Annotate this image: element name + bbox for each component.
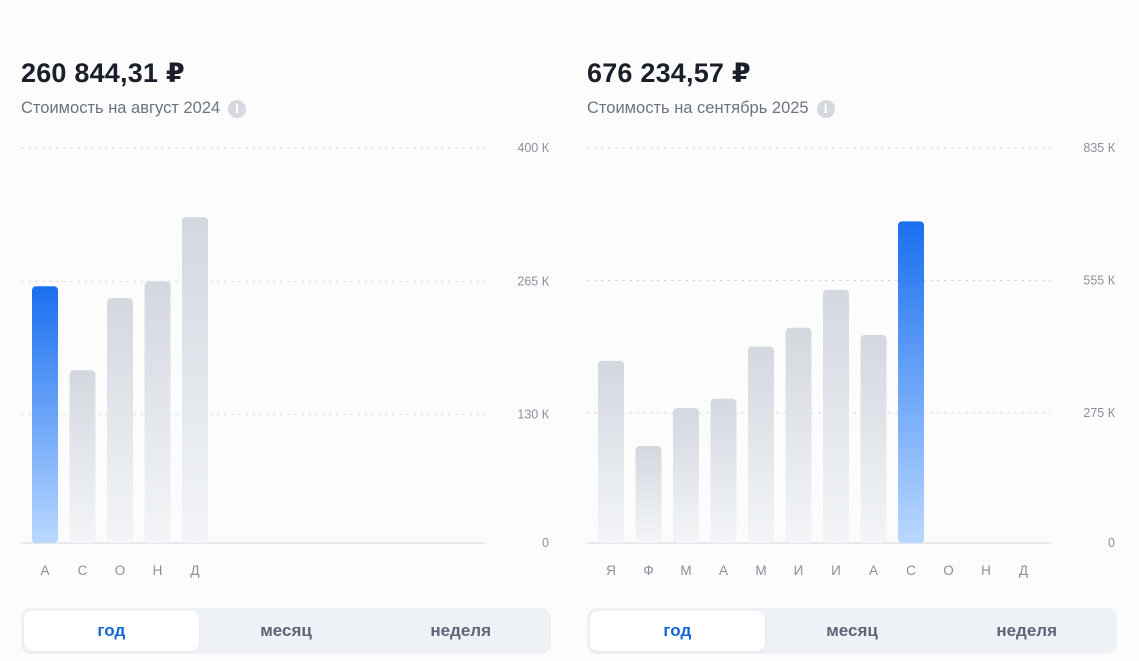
tab-month[interactable]: месяц — [260, 621, 312, 640]
y-tick-label: 265 К — [517, 274, 549, 288]
tab-week[interactable]: неделя — [996, 621, 1058, 640]
bar[interactable] — [748, 346, 774, 543]
x-tick-label: А — [719, 563, 728, 578]
x-tick-label: И — [794, 563, 804, 578]
x-tick-label: И — [831, 563, 841, 578]
total-amount: 260 844,31 ₽ — [21, 58, 185, 88]
bar[interactable] — [860, 334, 887, 543]
tab-month[interactable]: месяц — [826, 621, 878, 640]
bar[interactable] — [635, 446, 662, 543]
tab-year[interactable]: год — [24, 611, 199, 651]
period-tabs: год месяц неделя — [587, 608, 1117, 654]
x-tick-label: Н — [153, 563, 163, 578]
x-tick-label: М — [755, 563, 766, 578]
bar[interactable] — [69, 370, 96, 543]
x-tick-label: Ф — [643, 563, 653, 578]
x-tick-label: С — [78, 563, 88, 578]
x-tick-label: Я — [606, 563, 616, 578]
bar[interactable] — [673, 408, 699, 543]
x-tick-label: А — [40, 563, 49, 578]
chart-panel-right: 676 234,57 ₽ Стоимость на сентябрь 2025 … — [566, 0, 1117, 661]
total-amount: 676 234,57 ₽ — [587, 58, 751, 88]
y-tick-label: 275 К — [1083, 406, 1115, 420]
y-tick-label: 400 К — [517, 141, 549, 155]
info-circle-icon[interactable]: i — [816, 99, 835, 118]
bar[interactable] — [107, 298, 133, 543]
y-tick-label: 835 К — [1083, 141, 1115, 155]
x-tick-label: А — [869, 563, 878, 578]
subtitle: Стоимость на сентябрь 2025 — [587, 99, 809, 117]
y-tick-label: 0 — [1108, 536, 1115, 550]
subtitle-row: Стоимость на сентябрь 2025 i — [587, 99, 835, 118]
subtitle: Стоимость на август 2024 — [21, 99, 221, 117]
bar-highlighted[interactable] — [32, 286, 58, 543]
bar[interactable] — [144, 281, 171, 543]
info-circle-icon[interactable]: i — [228, 99, 247, 118]
bar-chart: 0 275 К 555 К 835 К Я Ф М А М И И А С О Н Д — [587, 141, 1116, 578]
x-tick-label: М — [680, 563, 691, 578]
bar-chart: 0 130 К 265 К 400 К А С О Н Д — [21, 141, 550, 578]
x-tick-label: С — [906, 563, 916, 578]
x-tick-label: Д — [1019, 563, 1028, 578]
x-tick-label: О — [943, 563, 954, 578]
x-tick-label: Д — [190, 563, 199, 578]
tab-year[interactable]: год — [590, 611, 765, 651]
y-tick-label: 130 К — [517, 408, 549, 422]
bar-highlighted[interactable] — [898, 221, 924, 543]
chart-panel-left: 260 844,31 ₽ Стоимость на август 2024 i … — [0, 0, 551, 661]
subtitle-row: Стоимость на август 2024 i — [21, 99, 247, 118]
bar[interactable] — [182, 217, 208, 543]
x-tick-label: Н — [981, 563, 991, 578]
bar[interactable] — [598, 360, 624, 543]
bar[interactable] — [823, 289, 849, 543]
bar[interactable] — [785, 327, 812, 543]
y-tick-label: 0 — [542, 536, 549, 550]
tab-week[interactable]: неделя — [430, 621, 492, 640]
y-tick-label: 555 К — [1083, 273, 1115, 287]
bar[interactable] — [710, 398, 737, 543]
x-tick-label: О — [115, 563, 126, 578]
period-tabs: год месяц неделя — [21, 608, 551, 654]
